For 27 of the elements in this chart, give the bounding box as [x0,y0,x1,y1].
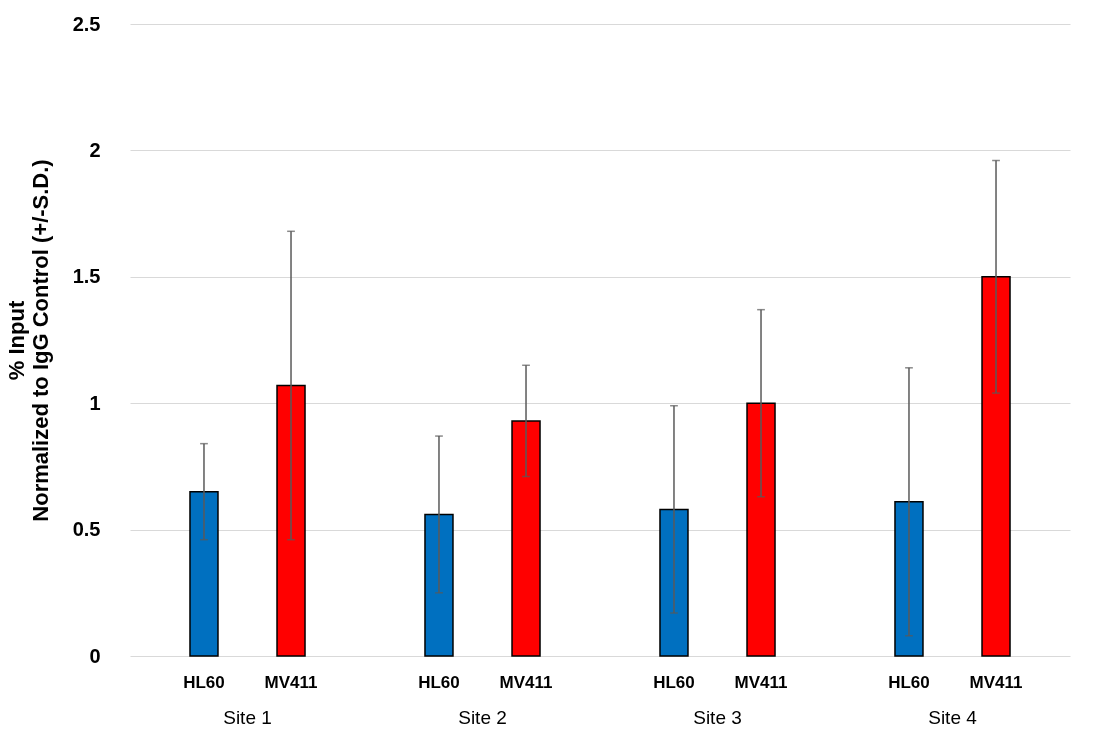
series-label: HL60 [418,673,460,692]
y-tick-label: 0 [89,644,101,667]
bar [981,276,1011,657]
y-axis-title: % Input Normalized to IgG Control (+/-S.D.) [3,159,53,522]
text: MV411 [734,673,788,692]
bar [276,384,306,657]
text: MV411 [499,673,553,692]
bar [659,508,689,657]
bar [746,402,776,657]
y-tick-label: 1.5 [72,265,101,288]
series-label: MV411 [264,673,318,692]
text: HL60 [888,673,930,692]
text: HL60 [653,673,695,692]
bar [894,501,924,657]
bar [424,513,454,657]
text: HL60 [183,673,225,692]
y-tick-label: 1 [89,391,101,414]
bar [511,420,541,657]
x-tick-label: Site 3 [693,706,742,728]
x-tick-label: Site 4 [928,706,978,728]
y-tick-label: 2 [89,138,101,161]
x-tick-label: Site 1 [223,706,272,728]
x-tick-label: Site 2 [458,706,507,728]
y-tick-label: 2.5 [72,12,101,35]
bar [189,490,219,657]
y-tick-label: 0.5 [72,518,101,541]
text: MV411 [969,673,1023,692]
